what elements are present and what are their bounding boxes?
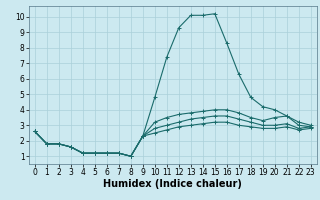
X-axis label: Humidex (Indice chaleur): Humidex (Indice chaleur) [103,179,242,189]
